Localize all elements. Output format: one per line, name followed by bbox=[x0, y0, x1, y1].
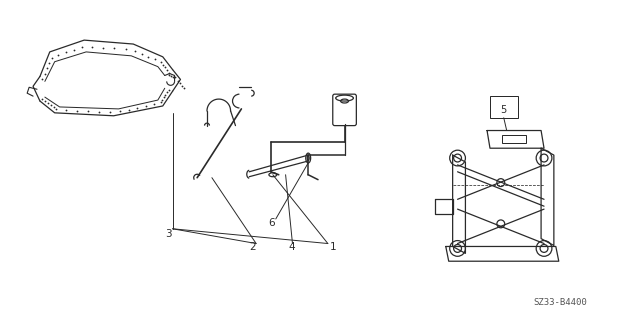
Text: 1: 1 bbox=[330, 243, 336, 252]
Text: 3: 3 bbox=[166, 229, 172, 239]
Text: 4: 4 bbox=[288, 243, 295, 252]
Text: 5: 5 bbox=[500, 105, 507, 115]
Text: 6: 6 bbox=[268, 218, 275, 228]
Text: SZ33-B4400: SZ33-B4400 bbox=[534, 298, 588, 307]
Bar bbox=[490, 96, 518, 118]
Text: 2: 2 bbox=[249, 243, 256, 252]
